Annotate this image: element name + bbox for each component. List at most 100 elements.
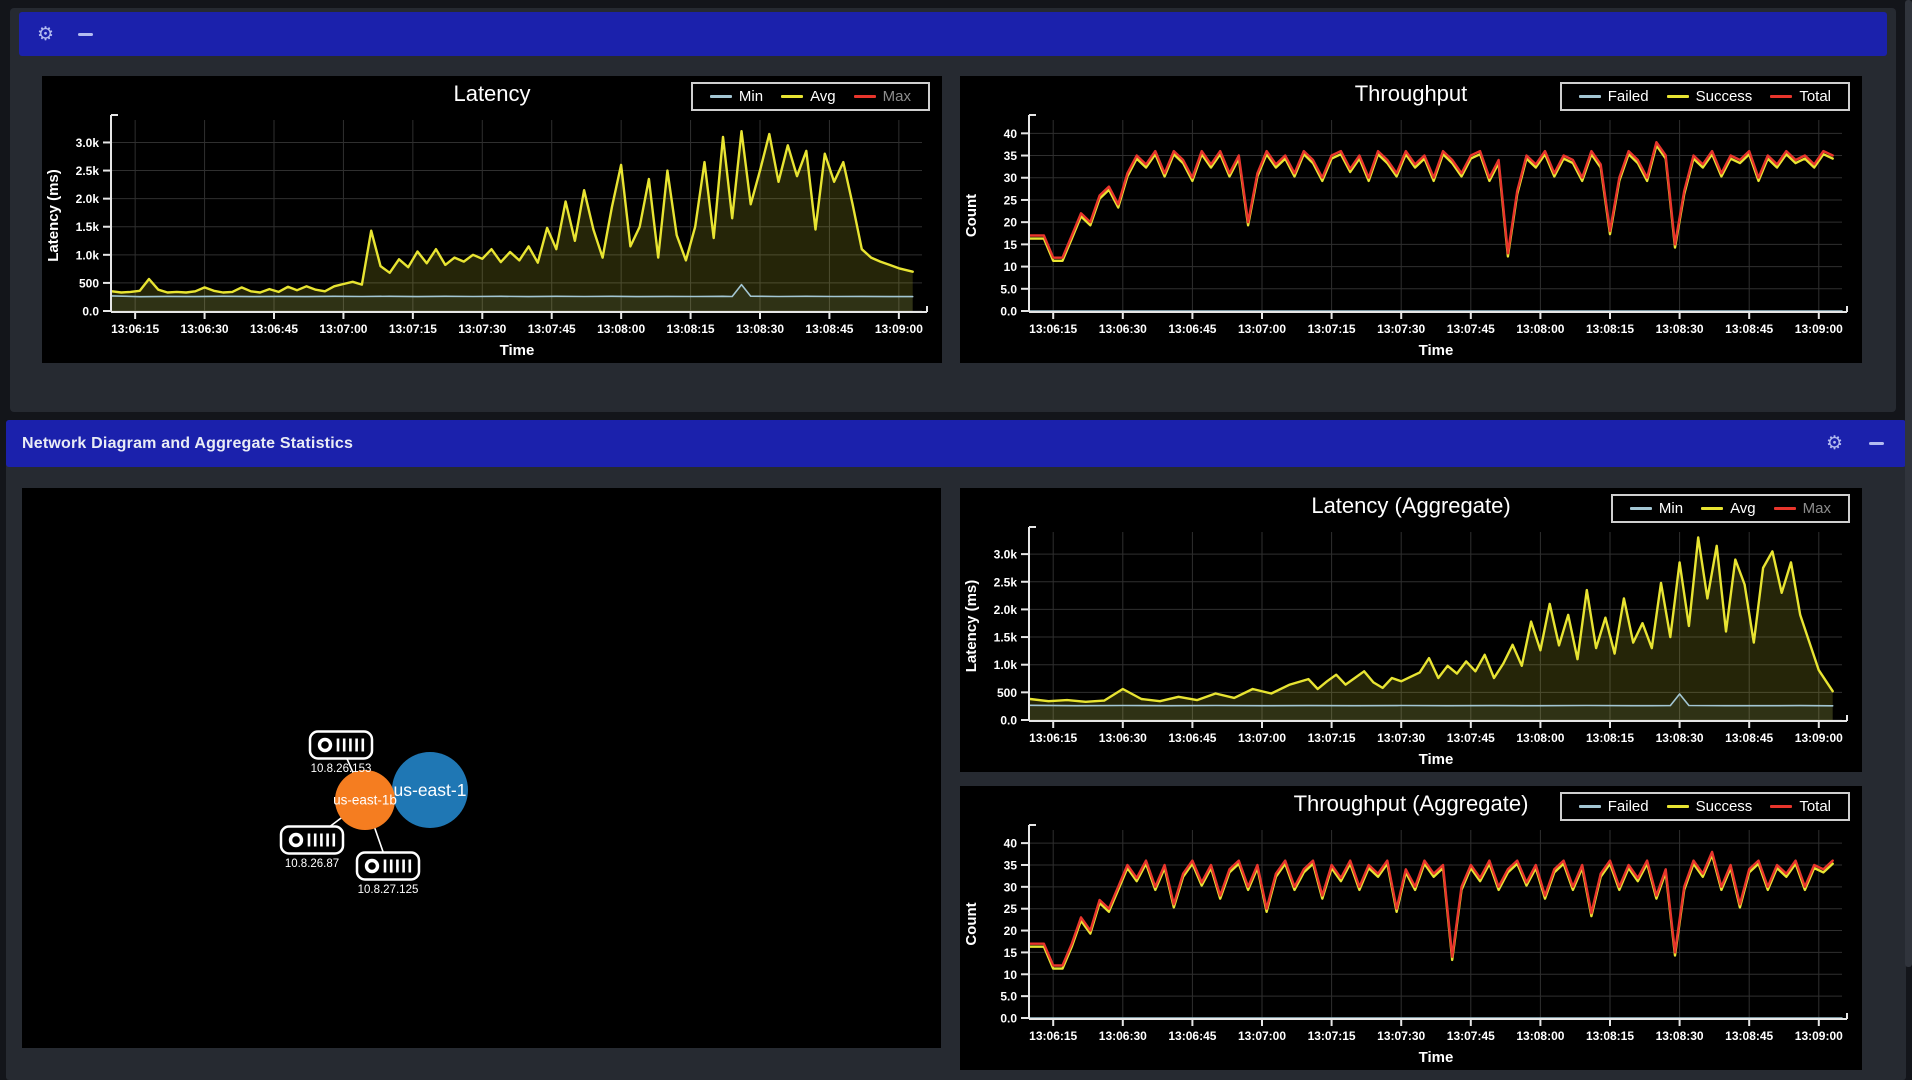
x-axis-label: Time <box>500 342 535 359</box>
chart-title: Latency (Aggregate) <box>1311 493 1511 518</box>
svg-text:13:08:15: 13:08:15 <box>1586 1029 1634 1043</box>
legend-item-total[interactable]: Total <box>1761 85 1840 108</box>
legend-swatch <box>1770 805 1793 808</box>
legend-item-success[interactable]: Success <box>1658 795 1762 818</box>
svg-text:13:07:45: 13:07:45 <box>1447 731 1495 745</box>
legend-label: Max <box>1802 500 1831 517</box>
legend-label: Success <box>1695 798 1753 815</box>
svg-text:0.0: 0.0 <box>1000 714 1017 728</box>
svg-text:13:08:45: 13:08:45 <box>1725 1029 1773 1043</box>
minimize-button[interactable] <box>1869 442 1884 445</box>
svg-text:25: 25 <box>1004 902 1018 916</box>
x-axis-label: Time <box>1419 1049 1454 1066</box>
svg-text:13:06:30: 13:06:30 <box>1099 731 1147 745</box>
legend-item-avg[interactable]: Avg <box>1692 497 1765 520</box>
svg-text:30: 30 <box>1004 171 1018 185</box>
svg-text:13:08:00: 13:08:00 <box>1516 322 1564 336</box>
svg-text:2.5k: 2.5k <box>76 164 100 178</box>
series-min <box>1029 693 1834 707</box>
svg-text:0.0: 0.0 <box>1000 1012 1017 1026</box>
x-axis-label: Time <box>1419 342 1454 359</box>
svg-text:13:06:30: 13:06:30 <box>1099 1029 1147 1043</box>
node-host-10.8.27.125[interactable]: 10.8.27.125 <box>355 851 421 897</box>
svg-text:500: 500 <box>79 276 99 290</box>
legend-swatch <box>1578 95 1601 98</box>
legend-swatch <box>1773 507 1796 510</box>
svg-text:13:07:45: 13:07:45 <box>528 322 576 336</box>
node-host-10.8.26.153[interactable]: 10.8.26.153 <box>308 730 374 776</box>
svg-text:13:06:45: 13:06:45 <box>1168 731 1216 745</box>
scrollbar[interactable] <box>1905 0 1912 967</box>
svg-text:13:07:00: 13:07:00 <box>1238 731 1286 745</box>
legend-item-total[interactable]: Total <box>1761 795 1840 818</box>
svg-text:13:09:00: 13:09:00 <box>1795 1029 1843 1043</box>
chart-title: Latency <box>453 81 531 106</box>
legend-item-avg[interactable]: Avg <box>772 85 845 108</box>
svg-text:13:06:15: 13:06:15 <box>111 322 159 336</box>
svg-text:5.0: 5.0 <box>1000 990 1017 1004</box>
svg-text:13:07:15: 13:07:15 <box>1308 322 1356 336</box>
svg-text:1.0k: 1.0k <box>994 658 1018 672</box>
legend-swatch <box>1578 805 1601 808</box>
legend-swatch <box>853 95 876 98</box>
legend-item-max[interactable]: Max <box>1765 497 1840 520</box>
gear-icon[interactable]: ⚙ <box>1825 433 1843 454</box>
chart-latency-aggregate: Latency (Aggregate) 13:06:15 13:06:30 13:0… <box>960 488 1862 772</box>
svg-text:500: 500 <box>997 686 1017 700</box>
node-host-10.8.26.87[interactable]: 10.8.26.87 <box>279 825 345 871</box>
legend-swatch <box>1666 95 1689 98</box>
svg-text:1.5k: 1.5k <box>994 631 1018 645</box>
node-us-east-1b[interactable] <box>335 770 395 830</box>
legend: Min Avg Max <box>690 82 930 111</box>
legend-item-min[interactable]: Min <box>701 85 772 108</box>
svg-text:13:07:30: 13:07:30 <box>458 322 506 336</box>
svg-text:13:07:30: 13:07:30 <box>1377 1029 1425 1043</box>
svg-text:13:07:30: 13:07:30 <box>1377 322 1425 336</box>
server-icon <box>317 737 333 753</box>
legend-item-max[interactable]: Max <box>845 85 920 108</box>
legend-swatch <box>709 95 732 98</box>
svg-text:3.0k: 3.0k <box>76 136 100 150</box>
svg-text:2.5k: 2.5k <box>994 575 1018 589</box>
x-axis-label: Time <box>1419 751 1454 768</box>
legend: Failed Success Total <box>1559 82 1850 111</box>
gear-icon[interactable]: ⚙ <box>37 23 55 45</box>
legend-item-failed[interactable]: Failed <box>1570 795 1658 818</box>
y-axis-label: Latency (ms) <box>45 169 62 262</box>
panel-network: Network Diagram and Aggregate Statistics… <box>6 420 1906 1080</box>
svg-text:0.0: 0.0 <box>1000 305 1017 319</box>
series-avg <box>1028 536 1834 704</box>
legend-label: Min <box>738 88 764 105</box>
legend-item-success[interactable]: Success <box>1658 85 1762 108</box>
svg-text:35: 35 <box>1004 858 1018 872</box>
legend-label: Max <box>882 88 911 105</box>
legend-label: Failed <box>1607 88 1649 105</box>
node-us-east-1[interactable] <box>392 752 468 828</box>
network-diagram-canvas: 10.8.26.153 10.8.26.87 10.8.27.125 us-east-… <box>279 730 468 897</box>
svg-text:13:06:45: 13:06:45 <box>1168 322 1216 336</box>
group-label: us-east-1b <box>333 793 397 808</box>
svg-text:13:07:45: 13:07:45 <box>1447 322 1495 336</box>
svg-text:13:07:00: 13:07:00 <box>319 322 367 336</box>
y-axis-label: Count <box>963 902 980 945</box>
svg-text:13:08:15: 13:08:15 <box>1586 322 1634 336</box>
svg-text:13:08:00: 13:08:00 <box>1516 731 1564 745</box>
legend-item-failed[interactable]: Failed <box>1570 85 1658 108</box>
svg-text:13:06:45: 13:06:45 <box>250 322 298 336</box>
svg-text:2.0k: 2.0k <box>994 603 1018 617</box>
svg-text:13:07:15: 13:07:15 <box>1308 1029 1356 1043</box>
svg-text:13:08:45: 13:08:45 <box>1725 731 1773 745</box>
svg-text:13:06:45: 13:06:45 <box>1168 1029 1216 1043</box>
host-label: 10.8.27.125 <box>358 884 419 896</box>
svg-text:40: 40 <box>1004 127 1018 141</box>
svg-text:13:08:00: 13:08:00 <box>1516 1029 1564 1043</box>
legend-label: Min <box>1658 500 1684 517</box>
svg-text:13:08:15: 13:08:15 <box>667 322 715 336</box>
legend-item-min[interactable]: Min <box>1621 497 1692 520</box>
svg-text:5.0: 5.0 <box>1000 282 1017 296</box>
svg-text:40: 40 <box>1004 837 1018 851</box>
chart-title: Throughput <box>1354 81 1468 106</box>
dashboard: { "icons": { "gear": "⚙" }, "colors": { … <box>6 0 1912 1080</box>
minimize-button[interactable] <box>78 32 94 36</box>
svg-text:3.0k: 3.0k <box>994 548 1018 562</box>
